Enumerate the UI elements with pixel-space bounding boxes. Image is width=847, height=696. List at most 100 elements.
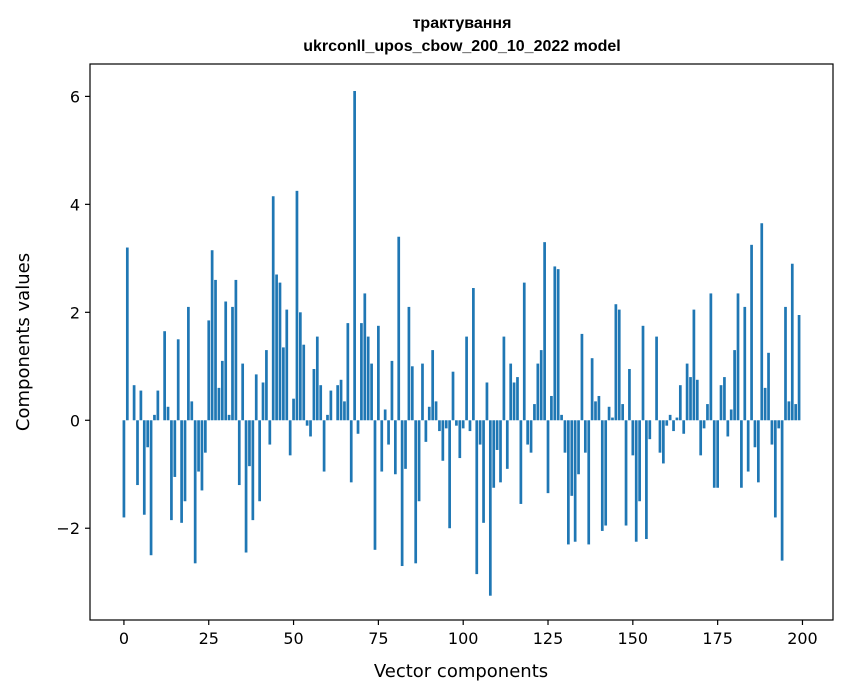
bar bbox=[373, 420, 377, 550]
bar bbox=[370, 363, 373, 421]
bar bbox=[288, 420, 292, 456]
bar bbox=[753, 420, 757, 448]
bar bbox=[448, 420, 451, 529]
bar bbox=[461, 420, 465, 429]
plot-frame bbox=[89, 63, 834, 621]
bar bbox=[488, 420, 492, 596]
bar bbox=[790, 263, 794, 421]
x-tick-label: 125 bbox=[533, 629, 564, 648]
bar bbox=[478, 420, 482, 445]
bar bbox=[655, 336, 658, 421]
bar bbox=[648, 420, 652, 440]
bar bbox=[393, 420, 397, 475]
bar bbox=[298, 312, 302, 421]
bar bbox=[292, 398, 295, 421]
bar bbox=[702, 420, 706, 429]
bar bbox=[787, 401, 791, 421]
bar bbox=[254, 374, 258, 421]
x-tick-label: 50 bbox=[283, 629, 303, 648]
bar bbox=[407, 306, 411, 421]
bar bbox=[414, 420, 418, 564]
y-axis-ticks: −2 0 2 4 6 bbox=[56, 87, 90, 538]
bar bbox=[628, 368, 631, 421]
bar bbox=[193, 420, 197, 564]
bar bbox=[207, 320, 211, 421]
bar bbox=[197, 420, 200, 472]
bar bbox=[275, 274, 278, 421]
bar bbox=[662, 420, 665, 464]
bar bbox=[485, 382, 489, 421]
bar bbox=[465, 336, 468, 421]
bar bbox=[455, 420, 458, 426]
bar bbox=[499, 420, 502, 483]
bar bbox=[319, 385, 323, 421]
bar bbox=[410, 366, 414, 421]
bar bbox=[624, 420, 628, 526]
bar bbox=[543, 242, 546, 421]
bar bbox=[203, 420, 207, 453]
bar bbox=[770, 420, 774, 445]
bar bbox=[699, 420, 703, 456]
bar bbox=[583, 420, 587, 453]
bar bbox=[326, 414, 329, 421]
bar bbox=[560, 414, 563, 421]
bar bbox=[712, 420, 716, 488]
bar bbox=[587, 420, 591, 545]
bar bbox=[200, 420, 204, 491]
bar bbox=[645, 420, 648, 540]
bar bbox=[658, 420, 662, 453]
bar bbox=[492, 420, 496, 488]
bar bbox=[309, 420, 312, 437]
bar bbox=[678, 385, 682, 421]
bar bbox=[733, 350, 736, 421]
bar bbox=[149, 420, 153, 556]
bar bbox=[421, 363, 424, 421]
bar bbox=[482, 420, 485, 523]
bar bbox=[526, 420, 530, 445]
bar bbox=[312, 368, 316, 421]
bar bbox=[404, 420, 407, 469]
bar bbox=[170, 420, 173, 521]
bar bbox=[438, 420, 441, 432]
bar bbox=[329, 390, 333, 421]
bar bbox=[780, 420, 784, 561]
bar bbox=[431, 350, 435, 421]
bar bbox=[183, 420, 187, 502]
bar bbox=[773, 420, 777, 518]
bar bbox=[594, 401, 597, 421]
bar bbox=[716, 420, 719, 488]
bar bbox=[767, 352, 770, 421]
bar bbox=[723, 377, 726, 421]
bar bbox=[441, 420, 445, 461]
bar bbox=[634, 420, 638, 542]
bar bbox=[505, 420, 509, 469]
x-tick-label: 100 bbox=[448, 629, 479, 648]
bar bbox=[631, 420, 635, 456]
bar bbox=[600, 420, 604, 531]
bar bbox=[363, 293, 367, 421]
bar bbox=[777, 420, 781, 429]
bar bbox=[377, 325, 380, 421]
bar bbox=[743, 306, 747, 421]
bar bbox=[268, 420, 272, 445]
bar bbox=[353, 90, 356, 421]
bar bbox=[760, 223, 764, 421]
bar bbox=[305, 420, 309, 426]
bar bbox=[519, 420, 523, 504]
bar bbox=[709, 293, 713, 421]
bar bbox=[539, 350, 543, 421]
x-axis-label: Vector components bbox=[374, 661, 548, 682]
bar bbox=[546, 420, 550, 494]
bar bbox=[231, 306, 234, 421]
bar bbox=[122, 420, 126, 518]
bar bbox=[726, 420, 730, 437]
bar bbox=[617, 309, 621, 421]
y-axis-label: Components values bbox=[13, 253, 34, 431]
bar bbox=[556, 269, 560, 421]
bar bbox=[261, 382, 265, 421]
bar bbox=[719, 385, 723, 421]
bar bbox=[516, 377, 519, 421]
y-tick-label: −2 bbox=[56, 519, 80, 538]
bar bbox=[302, 344, 306, 421]
